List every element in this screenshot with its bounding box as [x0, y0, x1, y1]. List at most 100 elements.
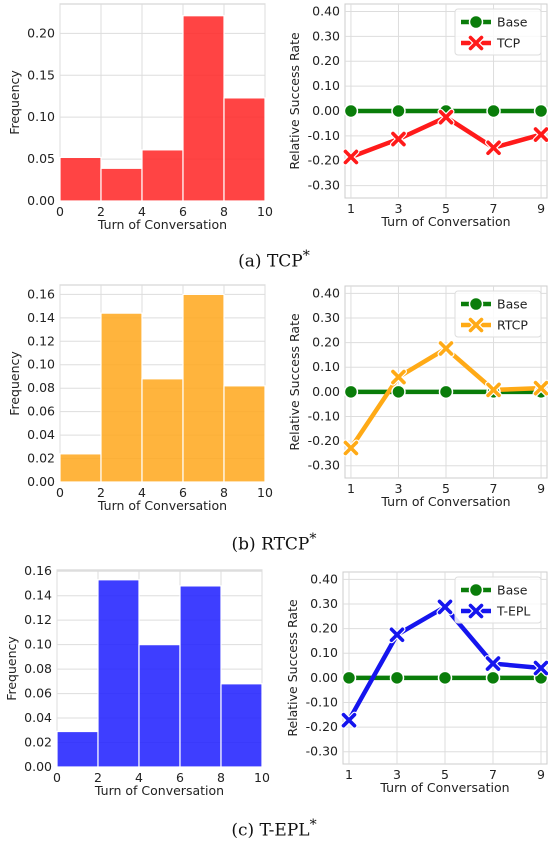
c-hist-bar: [179, 585, 222, 768]
c-hist-bar: [138, 644, 181, 768]
a-line-xtick-label: 3: [394, 201, 402, 216]
b-hist-xlabel: Turn of Conversation: [97, 498, 227, 513]
b-line-series-RTCP-point: [437, 340, 455, 358]
c-line-legend-marker-Base: [468, 582, 484, 598]
c-line-series-T-EPL-point: [388, 626, 406, 644]
b-hist-ytick-label: 0.00: [27, 474, 55, 489]
c-line-ylabel: Relative Success Rate: [285, 599, 300, 737]
a-line-series-TCP-point: [389, 130, 407, 148]
b-hist-xtick-label: 4: [138, 485, 146, 500]
c-hist-ytick-label: 0.14: [24, 588, 52, 603]
b-line-ytick-label: -0.20: [308, 433, 340, 448]
c-line-ytick-label: 0.20: [310, 621, 338, 636]
c-hist-xlabel: Turn of Conversation: [94, 783, 224, 798]
c-line-xtick-label: 3: [393, 767, 401, 782]
a-line-xlabel: Turn of Conversation: [380, 214, 510, 229]
c-line-ytick-label: -0.30: [306, 744, 338, 759]
c-hist-xtick-label: 4: [135, 770, 143, 785]
a-line-ytick-label: -0.10: [308, 128, 340, 143]
a-hist-ytick-label: 0.05: [27, 151, 55, 166]
c-line-ytick-label: 0.30: [310, 596, 338, 611]
a-line-series-TCP-point: [437, 108, 455, 126]
a-line-series-Base-point: [343, 103, 359, 119]
b-hist-ytick-label: 0.02: [27, 451, 55, 466]
a-hist-ytick-label: 0.20: [27, 25, 55, 40]
b-line-legend-label-Base: Base: [497, 297, 528, 312]
a-hist-xtick-label: 6: [179, 204, 187, 219]
b-hist-bar: [141, 378, 184, 483]
a-line-xtick-label: 1: [347, 201, 355, 216]
b-line-legend-label-RTCP: RTCP: [497, 318, 528, 333]
a-line-legend-marker-TCP: [467, 34, 485, 52]
b-line-series-RTCP-point: [532, 379, 548, 397]
b-hist-xtick-label: 2: [97, 485, 105, 500]
b-line-xtick-label: 9: [537, 481, 545, 496]
a-line-legend-label-TCP: TCP: [496, 36, 521, 51]
b-line-series-Base-point: [438, 384, 454, 400]
b-hist-ytick-label: 0.06: [27, 404, 55, 419]
a-line-ytick-label: 0.10: [312, 78, 340, 93]
c-line-ytick-label: 0.00: [310, 670, 338, 685]
a-hist-xtick-label: 8: [220, 204, 228, 219]
a-line-series-Base-point: [533, 103, 548, 119]
c-hist-bar: [220, 683, 263, 768]
b-line-ytick-label: 0.10: [312, 359, 340, 374]
a-hist-ytick-label: 0.15: [27, 67, 55, 82]
c-line-xtick-label: 5: [441, 767, 449, 782]
c-line-legend-marker-T-EPL: [467, 602, 485, 620]
c-hist-ytick-label: 0.12: [24, 612, 52, 627]
a-hist-ytick-label: 0.00: [27, 193, 55, 208]
a-line-series-TCP-point: [485, 139, 503, 157]
b-line-series-RTCP-point: [389, 368, 407, 386]
b-line-ytick-label: 0.20: [312, 335, 340, 350]
c-hist-ylabel: Frequency: [4, 636, 19, 701]
c-line-xtick-label: 1: [345, 767, 353, 782]
a-line-xtick-label: 9: [537, 201, 545, 216]
b-hist-xtick-label: 8: [220, 485, 228, 500]
a-hist-bar: [182, 15, 225, 202]
a-line-legend-marker-Base: [468, 14, 484, 30]
b-hist-xtick-label: 0: [56, 485, 64, 500]
b-hist-xtick-label: 10: [257, 485, 273, 500]
a-hist-xtick-label: 0: [56, 204, 64, 219]
b-line-xtick-label: 7: [490, 481, 498, 496]
c-line-series-T-EPL-point: [484, 655, 502, 673]
c-hist-xtick-label: 10: [254, 770, 270, 785]
b-line-series-Base-point: [391, 384, 406, 400]
c-hist-ytick-label: 0.10: [24, 637, 52, 652]
c-hist-ytick-label: 0.00: [24, 759, 52, 774]
b-line-legend-marker-RTCP: [467, 316, 485, 334]
a-line-series-TCP-point: [532, 126, 548, 144]
c-hist-xtick-label: 8: [217, 770, 225, 785]
b-hist-ytick-label: 0.14: [27, 310, 55, 325]
c-line-ytick-label: 0.40: [310, 571, 338, 586]
a-hist-bar: [141, 149, 184, 202]
a-line-xtick-label: 5: [442, 201, 450, 216]
a-line-series-Base-point: [391, 103, 406, 119]
b-line-series-Base-point: [343, 384, 359, 400]
a-line-legend-label-Base: Base: [497, 15, 528, 30]
b-line-ytick-label: -0.30: [308, 458, 340, 473]
c-hist-bar: [56, 730, 99, 768]
a-line-ytick-label: 0.30: [312, 28, 340, 43]
b-hist-bar: [100, 312, 143, 483]
c-line-series-Base-point: [485, 670, 501, 686]
a-hist-bar: [100, 167, 143, 202]
b-line-xlabel: Turn of Conversation: [380, 494, 510, 509]
c-line-xlabel: Turn of Conversation: [379, 780, 509, 795]
c-line-xtick-label: 7: [489, 767, 497, 782]
b-hist-ytick-label: 0.10: [27, 357, 55, 372]
caption-b: (b) RTCP*: [231, 531, 317, 555]
b-hist-ytick-label: 0.12: [27, 333, 55, 348]
a-line-series-Base-point: [486, 103, 501, 119]
b-line-ytick-label: 0.40: [312, 285, 340, 300]
c-hist-ytick-label: 0.02: [24, 735, 52, 750]
b-line-ytick-label: 0.00: [312, 384, 340, 399]
c-hist-bar: [97, 579, 140, 768]
c-hist-xtick-label: 2: [94, 770, 102, 785]
c-line-legend-label-Base: Base: [497, 583, 528, 598]
c-hist-xtick-label: 6: [176, 770, 184, 785]
b-line-legend-marker-Base: [468, 296, 484, 312]
caption-a: (a) TCP*: [238, 248, 310, 272]
